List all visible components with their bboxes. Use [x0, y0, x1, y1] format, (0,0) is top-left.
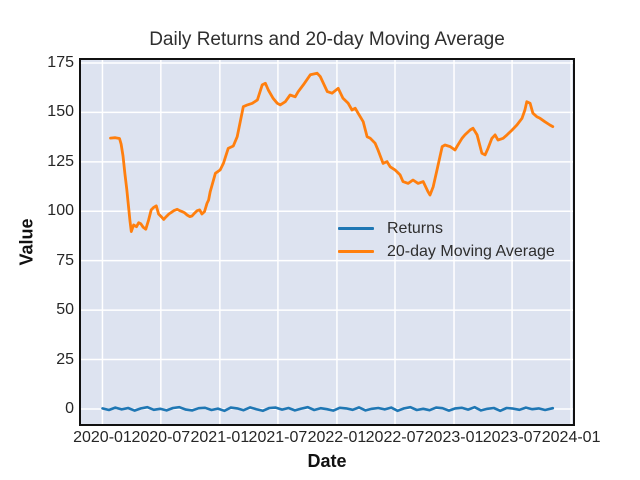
series-line-0: [101, 405, 555, 413]
chart-title: Daily Returns and 20-day Moving Average: [149, 29, 505, 50]
moving-average-line-swatch: [338, 250, 374, 253]
legend: Returns 20-day Moving Average: [338, 219, 555, 261]
plot-area: [80, 59, 574, 425]
y-axis-label: Value: [16, 218, 37, 266]
y-tick-label: 125: [47, 152, 74, 170]
x-tick-label: 2020-07: [131, 429, 191, 446]
legend-item-moving-average: 20-day Moving Average: [338, 242, 555, 261]
y-tick-label: 175: [47, 53, 74, 71]
returns-line-swatch: [338, 227, 374, 230]
x-tick-label: 2021-07: [248, 429, 308, 446]
legend-label-returns: Returns: [387, 219, 444, 237]
legend-label-moving-average: 20-day Moving Average: [387, 242, 555, 260]
x-tick-label: 2020-01: [73, 429, 132, 446]
axes-border: [79, 58, 575, 426]
y-tick-label: 75: [56, 251, 74, 269]
x-tick-label: 2021-01: [190, 429, 250, 446]
x-axis-label: Date: [307, 451, 347, 471]
x-tick-label: 2023-01: [424, 429, 484, 446]
x-tick-label: 2024-01: [541, 429, 601, 446]
y-tick-label: 50: [56, 301, 74, 319]
y-tick-label: 25: [56, 350, 74, 368]
x-tick-label: 2023-07: [482, 429, 542, 446]
y-tick-label: 0: [65, 399, 74, 417]
series-line-1: [109, 71, 555, 233]
legend-item-returns: Returns: [338, 219, 555, 238]
y-tick-label: 150: [47, 103, 74, 121]
y-tick-label: 100: [47, 202, 74, 220]
x-tick-label: 2022-07: [365, 429, 425, 446]
x-tick-label: 2022-01: [307, 429, 367, 446]
